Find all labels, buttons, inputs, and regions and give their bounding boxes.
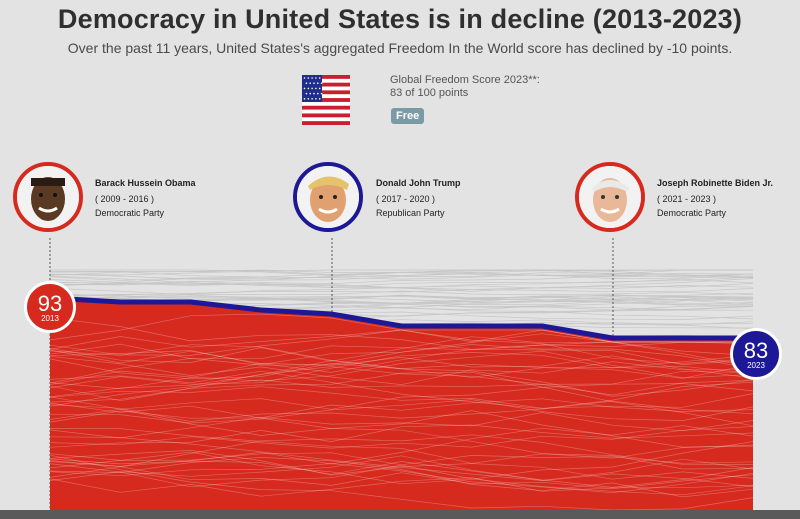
start-score-year: 2013 [41, 314, 59, 323]
end-score-bubble: 83 2023 [730, 328, 782, 380]
data-point [117, 299, 123, 305]
avatar-portrait-icon [297, 166, 359, 228]
obama-avatar [13, 162, 83, 232]
president-party: Republican Party [376, 208, 445, 218]
end-score-value: 83 [743, 338, 769, 363]
data-point [539, 323, 545, 329]
us-flag-icon [302, 75, 350, 125]
data-point [399, 323, 404, 329]
avatar-portrait-icon [17, 166, 79, 228]
president-name: Donald John Trump [376, 178, 461, 188]
president-name: Joseph Robinette Biden Jr. [657, 178, 774, 188]
data-point [469, 323, 475, 329]
bottom-bar [0, 510, 800, 519]
end-score-year: 2023 [747, 361, 765, 370]
page-title: Democracy in United States is in decline… [57, 4, 743, 34]
trump-avatar [293, 162, 363, 232]
biden-avatar [575, 162, 645, 232]
freedom-area [50, 298, 753, 510]
president-term: ( 2017 - 2020 ) [376, 194, 436, 204]
status-badge: Free [391, 108, 425, 124]
president-term: ( 2021 - 2023 ) [657, 194, 717, 204]
start-score-value: 93 [37, 291, 63, 316]
data-point [328, 311, 334, 317]
page-subtitle: Over the past 11 years, United States's … [67, 40, 733, 56]
data-point [258, 307, 264, 313]
score-block: Global Freedom Score 2023**: 83 of 100 p… [390, 74, 540, 100]
president-party: Democratic Party [657, 208, 727, 218]
president-term: ( 2009 - 2016 ) [95, 194, 155, 204]
score-label: Global Freedom Score 2023**: [390, 74, 540, 86]
president-name: Barack Hussein Obama [95, 178, 196, 188]
avatar-portrait-icon [579, 166, 641, 228]
data-point [609, 335, 615, 341]
data-point [188, 299, 194, 305]
data-point [680, 335, 686, 341]
president-party: Democratic Party [95, 208, 165, 218]
start-score-bubble: 93 2013 [24, 281, 76, 333]
score-value: 83 of 100 points [390, 87, 469, 99]
